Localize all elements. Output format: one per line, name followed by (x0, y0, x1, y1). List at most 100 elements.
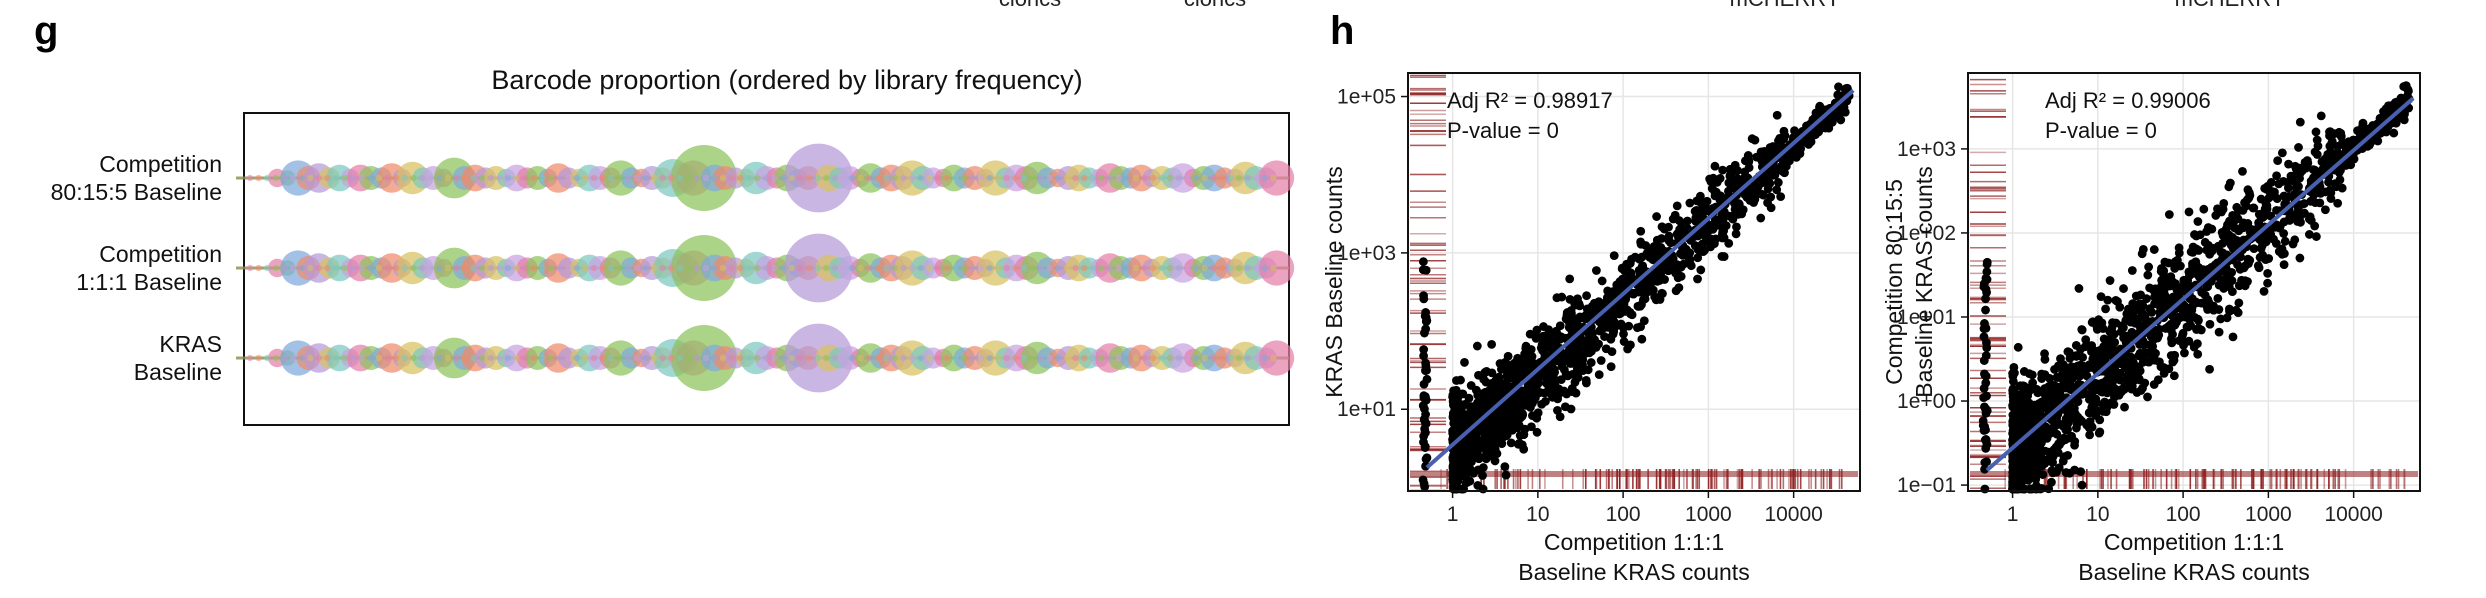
data-point (2316, 111, 2326, 121)
data-point (1639, 316, 1649, 326)
data-point (2092, 406, 2102, 416)
data-point (1543, 377, 1553, 387)
data-point (2238, 223, 2247, 233)
data-point (2037, 374, 2047, 383)
barcode-dot (702, 354, 709, 362)
data-point (2184, 207, 2194, 217)
barcode-dot (1184, 264, 1191, 272)
barcode-dot (479, 174, 486, 182)
barcode-dot (1253, 264, 1260, 272)
y-tick-label: 1e+01 (1337, 398, 1396, 421)
data-point (1980, 371, 1990, 380)
barcode-dot (668, 174, 675, 182)
data-point (2203, 300, 2213, 309)
data-point (1527, 422, 1536, 432)
barcode-dot (332, 174, 340, 182)
barcode-dot (1184, 354, 1191, 362)
data-point (2180, 348, 2189, 358)
barcode-dot (685, 354, 692, 362)
barcode-dot (479, 354, 486, 362)
data-point (1594, 370, 1604, 380)
barcode-dot (891, 174, 899, 182)
barcode-dot (1235, 354, 1243, 362)
data-point (1840, 107, 1850, 117)
data-point (1511, 412, 1521, 422)
data-point (1474, 370, 1483, 380)
barcode-dot (883, 264, 890, 272)
barcode-dot (642, 174, 649, 182)
barcode-dot (556, 354, 563, 362)
data-point (1419, 294, 1429, 304)
barcode-rows (236, 143, 1295, 393)
data-point (1457, 484, 1467, 494)
barcode-dot (513, 264, 520, 272)
data-point (2084, 408, 2094, 418)
data-point (1982, 275, 1992, 284)
data-point (2064, 433, 2074, 443)
data-point (2010, 469, 2020, 478)
barcode-dot (289, 264, 297, 272)
barcode-dot (1184, 174, 1191, 182)
data-point (2111, 295, 2121, 305)
data-point (2328, 152, 2338, 161)
barcode-dot (711, 174, 718, 182)
chart-title: Barcode proportion (ordered by library f… (491, 65, 1082, 95)
data-point (1582, 291, 1591, 301)
barcode-dot (590, 264, 598, 272)
data-point (1489, 417, 1499, 426)
barcode-dot (719, 174, 727, 182)
data-point (1821, 123, 1830, 133)
data-point (2153, 332, 2163, 342)
data-point (2079, 388, 2089, 398)
barcode-dot (1210, 264, 1217, 272)
plot-frame (1407, 72, 1861, 492)
data-point (1647, 251, 1657, 261)
barcode-dot (840, 174, 847, 182)
barcode-dot (943, 354, 950, 362)
barcode-dot (1012, 174, 1019, 182)
barcode-dot (479, 264, 486, 272)
data-point (1732, 177, 1742, 187)
data-point (2399, 82, 2409, 91)
data-point (1636, 239, 1646, 249)
data-point (2174, 248, 2184, 258)
data-point (1482, 367, 1492, 376)
data-point (2325, 131, 2334, 141)
data-point (2127, 384, 2137, 394)
barcode-dot (565, 354, 572, 362)
barcode-dot (599, 264, 606, 272)
data-point (2033, 388, 2043, 398)
data-point (2259, 286, 2269, 296)
data-point (1485, 451, 1495, 461)
data-point (2071, 352, 2081, 361)
barcode-dot (444, 174, 451, 182)
data-point (2155, 307, 2165, 317)
barcode-dot (943, 174, 950, 182)
data-point (1577, 354, 1586, 363)
barcode-dot (1029, 354, 1036, 362)
barcode-dot (1261, 354, 1269, 362)
barcode-dot (1046, 264, 1054, 272)
plot-frame (1967, 72, 2421, 492)
data-point (1507, 425, 1517, 435)
barcode-dot (530, 174, 537, 182)
barcode-dot (831, 354, 838, 362)
barcode-dot (530, 264, 537, 272)
data-point (1776, 192, 1786, 202)
barcode-dot (866, 264, 873, 272)
barcode-dot (1038, 174, 1045, 182)
barcode-dot (1270, 174, 1277, 182)
data-point (2169, 371, 2179, 381)
data-point (1745, 196, 1755, 205)
data-point (1683, 224, 1693, 233)
data-point (1573, 373, 1583, 382)
data-point (2164, 210, 2174, 219)
row-label-line1: Competition (99, 241, 222, 267)
data-point (1678, 250, 1688, 260)
barcode-dot (745, 264, 752, 272)
data-point (1555, 412, 1565, 422)
data-point (1624, 321, 1634, 331)
data-point (2030, 400, 2039, 410)
data-point (2284, 159, 2293, 169)
data-point (2143, 270, 2153, 280)
